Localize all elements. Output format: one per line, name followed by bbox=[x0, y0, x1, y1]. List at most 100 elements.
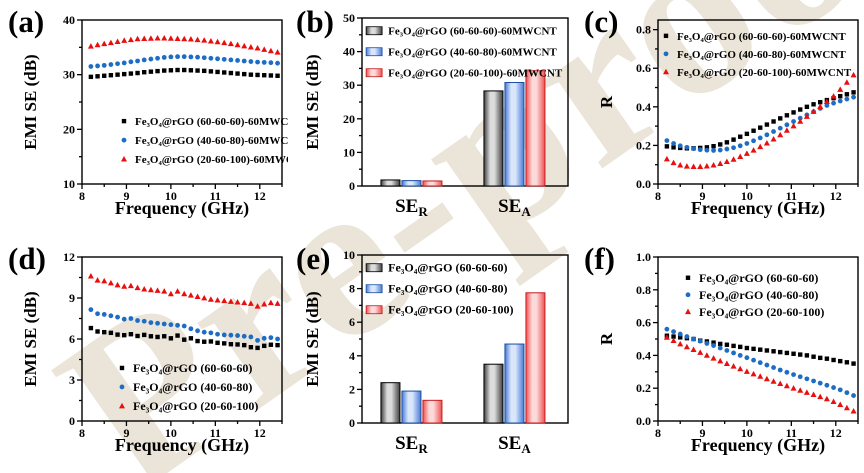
axes bbox=[77, 256, 283, 426]
series-square bbox=[88, 67, 280, 80]
y-axis-label: EMI SE (dB) bbox=[303, 54, 322, 149]
chart-b-emi-se-bars: 0 10 20 30 40 50 EMI SE (dB) SER SEA Fe₃O₄@rGO (6… bbox=[303, 11, 569, 219]
y-axis-label: EMI SE (dB) bbox=[21, 291, 40, 386]
svg-text:20: 20 bbox=[343, 112, 355, 126]
chart-d-emi-se-vs-frequency: 8 9 10 11 12 0 3 6 9 12 Frequency (GHz) EMI SE (dB)… bbox=[21, 250, 283, 456]
axes bbox=[653, 19, 859, 189]
tick-labels: 0 2 4 6 8 10 bbox=[343, 248, 355, 430]
panel-e-label: (e) bbox=[296, 241, 331, 276]
svg-text:12: 12 bbox=[830, 189, 842, 203]
svg-text:30: 30 bbox=[63, 68, 75, 82]
series-triangle bbox=[663, 71, 857, 170]
legend: Fe₃O₄@rGO (60-60-60) Fe₃O₄@rGO (40-60-80)… bbox=[119, 361, 258, 413]
x-axis-label: Frequency (GHz) bbox=[115, 435, 249, 456]
svg-text:10: 10 bbox=[63, 177, 75, 191]
panel-b: 0 10 20 30 40 50 EMI SE (dB) SER SEA Fe₃O₄@rGO (6… bbox=[288, 0, 576, 236]
svg-text:Fe₃O₄@rGO (20-60-100)-60MWCNT: Fe₃O₄@rGO (20-60-100)-60MWCNT bbox=[677, 67, 852, 79]
svg-text:12: 12 bbox=[63, 250, 75, 264]
svg-text:11: 11 bbox=[786, 426, 797, 440]
svg-text:8: 8 bbox=[655, 426, 661, 440]
legend: Fe₃O₄@rGO (60-60-60)-60MWCNT Fe₃O₄@rGO (4… bbox=[663, 31, 852, 79]
svg-text:0.2: 0.2 bbox=[636, 138, 651, 152]
svg-text:0.4: 0.4 bbox=[636, 100, 651, 114]
x-axis-label: Frequency (GHz) bbox=[115, 198, 249, 219]
category-label: SEA bbox=[498, 196, 531, 219]
svg-text:50: 50 bbox=[343, 11, 355, 25]
svg-text:8: 8 bbox=[79, 189, 85, 203]
panel-a: 8 9 10 11 12 10 20 30 40 Frequency (GHz) EMI SE (d… bbox=[0, 0, 288, 236]
svg-text:40: 40 bbox=[63, 13, 75, 27]
svg-text:11: 11 bbox=[210, 189, 221, 203]
series-triangle bbox=[663, 334, 857, 414]
series-square bbox=[664, 90, 856, 151]
svg-text:12: 12 bbox=[830, 426, 842, 440]
series-circle bbox=[88, 307, 280, 343]
panel-b-label: (b) bbox=[296, 4, 334, 39]
legend: Fe₃O₄@rGO (60-60-60) Fe₃O₄@rGO (40-60-80)… bbox=[685, 271, 824, 319]
bar-group-SER bbox=[380, 382, 443, 424]
svg-text:0.6: 0.6 bbox=[636, 316, 651, 330]
y-axis-label: R bbox=[597, 332, 616, 345]
svg-text:Fe₃O₄@rGO (60-60-60): Fe₃O₄@rGO (60-60-60) bbox=[699, 271, 818, 285]
axes bbox=[357, 17, 569, 187]
panel-f-label: (f) bbox=[584, 241, 615, 276]
axes bbox=[77, 19, 283, 189]
svg-text:10: 10 bbox=[165, 189, 177, 203]
svg-text:Fe₃O₄@rGO (60-60-60)-60MWCNT: Fe₃O₄@rGO (60-60-60)-60MWCNT bbox=[677, 31, 846, 43]
svg-text:6: 6 bbox=[349, 315, 355, 329]
legend: Fe₃O₄@rGO (60-60-60) Fe₃O₄@rGO (40-60-80)… bbox=[365, 261, 513, 317]
chart-a-emi-se-vs-frequency: 8 9 10 11 12 10 20 30 40 Frequency (GHz) EMI SE (d… bbox=[21, 13, 288, 219]
svg-text:10: 10 bbox=[741, 189, 753, 203]
chart-e-emi-se-bars: 0 2 4 6 8 10 EMI SE (dB) SER SEA Fe₃O₄@rGO (60-60… bbox=[303, 248, 569, 456]
tick-labels: 8 9 10 11 12 0 3 6 9 12 bbox=[63, 250, 266, 440]
svg-text:11: 11 bbox=[210, 426, 221, 440]
svg-text:0: 0 bbox=[69, 414, 75, 428]
y-axis-label: R bbox=[597, 95, 616, 108]
svg-text:Fe₃O₄@rGO (20-60-100)-60MWCNT: Fe₃O₄@rGO (20-60-100)-60MWCNT bbox=[388, 68, 563, 80]
svg-text:9: 9 bbox=[69, 291, 75, 305]
svg-text:8: 8 bbox=[79, 426, 85, 440]
svg-text:Fe₃O₄@rGO (60-60-60): Fe₃O₄@rGO (60-60-60) bbox=[133, 361, 252, 375]
svg-text:Fe₃O₄@rGO (60-60-60)-60MWCNT: Fe₃O₄@rGO (60-60-60)-60MWCNT bbox=[388, 26, 557, 38]
svg-text:Fe₃O₄@rGO (60-60-60): Fe₃O₄@rGO (60-60-60) bbox=[388, 261, 507, 275]
bar-group-SEA bbox=[483, 70, 546, 187]
svg-text:Fe₃O₄@rGO (40-60-80)-60MWCNT: Fe₃O₄@rGO (40-60-80)-60MWCNT bbox=[135, 135, 288, 147]
svg-text:9: 9 bbox=[699, 189, 705, 203]
svg-text:0.6: 0.6 bbox=[636, 61, 651, 75]
svg-text:0.4: 0.4 bbox=[636, 348, 651, 362]
svg-text:0.0: 0.0 bbox=[636, 414, 651, 428]
svg-text:1.0: 1.0 bbox=[636, 250, 651, 264]
panel-c: 8 9 10 11 12 0.0 0.2 0.4 0.6 0.8 Frequency (GHz) R F… bbox=[576, 0, 864, 236]
category-label: SEA bbox=[498, 433, 531, 456]
axes bbox=[653, 256, 859, 426]
svg-text:0.8: 0.8 bbox=[636, 23, 651, 37]
svg-text:9: 9 bbox=[123, 189, 129, 203]
svg-text:Fe₃O₄@rGO (40-60-80)-60MWCNT: Fe₃O₄@rGO (40-60-80)-60MWCNT bbox=[388, 47, 557, 59]
series-triangle bbox=[87, 273, 281, 309]
svg-text:Fe₃O₄@rGO (60-60-60)-60MWCNT: Fe₃O₄@rGO (60-60-60)-60MWCNT bbox=[135, 116, 288, 128]
svg-text:Fe₃O₄@rGO (40-60-80): Fe₃O₄@rGO (40-60-80) bbox=[388, 282, 507, 296]
bar-group-SER bbox=[380, 179, 443, 187]
panel-a-label: (a) bbox=[8, 4, 45, 39]
bar-group-SEA bbox=[483, 292, 546, 424]
series-triangle bbox=[87, 34, 281, 55]
y-axis-label: EMI SE (dB) bbox=[21, 54, 40, 149]
svg-text:0.0: 0.0 bbox=[636, 177, 651, 191]
svg-text:12: 12 bbox=[254, 189, 266, 203]
svg-text:40: 40 bbox=[343, 45, 355, 59]
panel-f: 8 9 10 11 12 0.0 0.2 0.4 0.6 0.8 1.0 Frequency (GHz… bbox=[576, 237, 864, 473]
svg-text:0.8: 0.8 bbox=[636, 283, 651, 297]
tick-labels: 0 10 20 30 40 50 bbox=[343, 11, 355, 193]
svg-text:9: 9 bbox=[699, 426, 705, 440]
x-axis-label: Frequency (GHz) bbox=[691, 435, 825, 456]
category-label: SER bbox=[395, 196, 428, 219]
panel-d: 8 9 10 11 12 0 3 6 9 12 Frequency (GHz) EMI SE (dB)… bbox=[0, 237, 288, 473]
panel-d-label: (d) bbox=[8, 241, 46, 276]
legend: Fe₃O₄@rGO (60-60-60)-60MWCNT Fe₃O₄@rGO (4… bbox=[365, 26, 563, 80]
tick-labels: 8 9 10 11 12 0.0 0.2 0.4 0.6 0.8 1.0 bbox=[636, 250, 842, 440]
svg-text:0: 0 bbox=[349, 179, 355, 193]
svg-text:10: 10 bbox=[343, 248, 355, 262]
svg-text:20: 20 bbox=[63, 122, 75, 136]
svg-text:12: 12 bbox=[254, 426, 266, 440]
panel-e: 0 2 4 6 8 10 EMI SE (dB) SER SEA Fe₃O₄@rGO (60-60… bbox=[288, 237, 576, 473]
